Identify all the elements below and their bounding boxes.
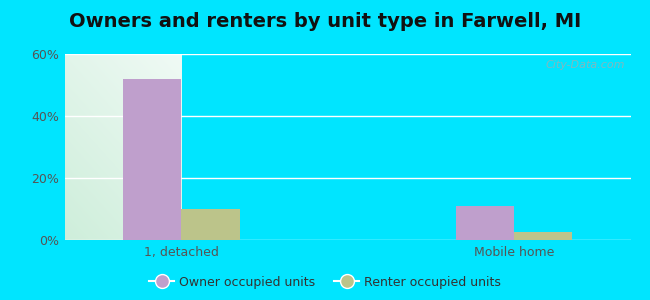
Bar bbox=[124, 79, 181, 240]
Text: Owners and renters by unit type in Farwell, MI: Owners and renters by unit type in Farwe… bbox=[69, 12, 581, 31]
Text: City-Data.com: City-Data.com bbox=[545, 60, 625, 70]
Legend: Owner occupied units, Renter occupied units: Owner occupied units, Renter occupied un… bbox=[144, 271, 506, 294]
Bar bbox=[514, 232, 572, 240]
Bar bbox=[456, 206, 514, 240]
Bar bbox=[181, 209, 240, 240]
